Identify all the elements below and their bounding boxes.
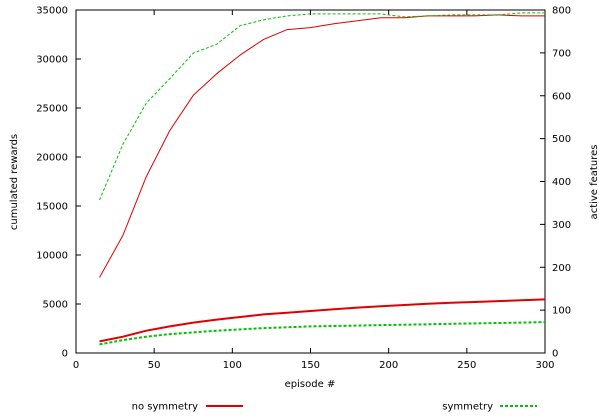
- y-tick-label: 35000: [36, 6, 68, 17]
- series-line-no-symmetry-y2: [99, 298, 546, 343]
- y-tick-label: 15000: [36, 202, 68, 213]
- x-tick-label: 50: [148, 360, 161, 371]
- y2-tick-label: 700: [552, 48, 571, 59]
- y2-tick-label: 800: [552, 6, 571, 17]
- x-tick-label: 300: [535, 360, 554, 371]
- x-axis-label: episode #: [285, 379, 336, 390]
- y-axis-label: cumulated rewards: [9, 134, 20, 230]
- y-tick-label: 5000: [43, 300, 68, 311]
- y2-tick-label: 0: [552, 349, 558, 360]
- y-tick-label: 10000: [36, 251, 68, 262]
- x-tick-label: 250: [457, 360, 476, 371]
- y2-tick-label: 400: [552, 177, 571, 188]
- series-line-symmetry-y2: [99, 321, 546, 346]
- series-group: [99, 12, 546, 346]
- series-line-symmetry-y: [99, 12, 545, 201]
- x-tick-label: 100: [223, 360, 242, 371]
- y2-axis-label: active features: [589, 145, 599, 220]
- y-tick-label: 30000: [36, 55, 68, 66]
- x-tick-label: 150: [301, 360, 320, 371]
- legend: no symmetry symmetry: [132, 402, 537, 413]
- y-tick-label: 25000: [36, 104, 68, 115]
- x-tick-label: 200: [379, 360, 398, 371]
- y2-tick-label: 200: [552, 263, 571, 274]
- y2-tick-label: 100: [552, 306, 571, 317]
- y-tick-label: 20000: [36, 153, 68, 164]
- x-axis-ticks: 0 50 100 150 200 250 300: [73, 10, 555, 371]
- y2-tick-label: 600: [552, 91, 571, 102]
- y2-tick-label: 300: [552, 220, 571, 231]
- y-tick-label: 0: [62, 349, 68, 360]
- legend-label: symmetry: [442, 402, 493, 413]
- y-axis-ticks: 0 5000 10000 15000 20000 25000 30000 35000: [36, 6, 81, 360]
- x-tick-label: 0: [73, 360, 79, 371]
- y2-tick-label: 500: [552, 134, 571, 145]
- series-line-no-symmetry-y: [99, 14, 545, 278]
- y2-axis-ticks: 0 100 200 300 400 500 600 700 800: [540, 6, 571, 360]
- legend-label: no symmetry: [132, 402, 198, 413]
